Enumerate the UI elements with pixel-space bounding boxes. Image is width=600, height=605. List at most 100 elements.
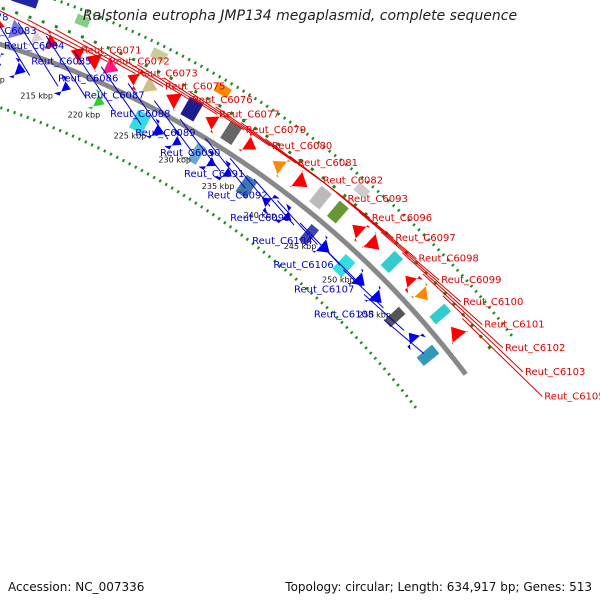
plasmid-backbone bbox=[0, 41, 468, 376]
reverse-gene-label: Reut_C6075 bbox=[165, 81, 225, 92]
reverse-gene-label: Reut_C6082 bbox=[323, 176, 383, 187]
forward-label-line bbox=[363, 294, 405, 331]
cog-box-4 bbox=[213, 81, 232, 99]
forward-gene-label: Reut_C6078 bbox=[0, 12, 8, 23]
reverse-gene-label: Reut_C6096 bbox=[372, 213, 432, 224]
gene-forward-14 bbox=[238, 132, 257, 152]
accession-text: Accession: NC_007336 bbox=[8, 580, 145, 594]
reverse-gene-label: Reut_C6093 bbox=[348, 194, 408, 205]
reverse-label-line bbox=[422, 273, 504, 349]
reverse-label-line bbox=[82, 39, 164, 87]
tick-label: 235 kbp bbox=[202, 182, 235, 191]
gene-labels: Reut_C6069Reut_C6070Reut_C6074Reut_C6078… bbox=[0, 10, 600, 403]
gene-reverse-16 bbox=[312, 235, 330, 253]
tick-label: 255 kbp bbox=[358, 311, 391, 320]
reverse-label-line bbox=[27, 19, 108, 63]
cog-feature-boxes bbox=[11, 0, 371, 199]
gene-reverse-4 bbox=[53, 74, 71, 96]
reverse-gene-label: Reut_C6097 bbox=[395, 233, 455, 244]
reverse-label-line bbox=[380, 231, 462, 303]
gene-reverse-13 bbox=[262, 194, 280, 215]
forward-gene-label: Reut_C6092 bbox=[207, 191, 267, 202]
gene-forward-16 bbox=[289, 169, 308, 188]
reverse-gene-label: Reut_C6103 bbox=[525, 367, 585, 378]
forward-label-line bbox=[100, 66, 142, 125]
forward-label-line bbox=[343, 269, 384, 309]
inner-dotted-ring bbox=[0, 105, 419, 412]
gene-forward-13 bbox=[220, 120, 243, 145]
tick-label: 215 kbp bbox=[20, 92, 53, 101]
tick-label: 245 kbp bbox=[284, 242, 317, 251]
reverse-gene-label: Reut_C6079 bbox=[246, 125, 306, 136]
gene-reverse-21 bbox=[407, 332, 426, 351]
forward-gene-label: Reut_C6083 bbox=[0, 26, 37, 37]
reverse-label-line bbox=[401, 252, 483, 326]
reverse-gene-label: Reut_C6102 bbox=[505, 343, 565, 354]
reverse-label-line bbox=[0, 10, 80, 51]
gene-forward-2 bbox=[7, 19, 26, 39]
forward-label-line bbox=[277, 200, 318, 245]
reverse-label-line bbox=[110, 51, 191, 101]
gene-forward-20 bbox=[361, 232, 380, 250]
gene-forward-1 bbox=[0, 21, 5, 29]
reverse-label-line bbox=[442, 295, 524, 373]
gene-forward-3 bbox=[25, 25, 43, 46]
forward-gene-label: Reut_C6106 bbox=[273, 260, 333, 271]
reverse-label-line bbox=[215, 106, 296, 164]
forward-label-line bbox=[321, 245, 363, 287]
gene-reverse-3 bbox=[8, 57, 26, 79]
gene-forward-12 bbox=[205, 114, 224, 134]
gene-forward-7 bbox=[100, 55, 119, 75]
gene-forward-9 bbox=[139, 74, 158, 94]
forward-label-line bbox=[179, 118, 221, 172]
forward-label-line bbox=[383, 319, 425, 354]
forward-gene-label: Reut_C6095 bbox=[230, 213, 290, 224]
forward-label-line bbox=[204, 137, 246, 189]
gene-forward-15 bbox=[272, 159, 291, 178]
gene-forward-8 bbox=[127, 70, 146, 91]
reverse-label-line bbox=[336, 192, 417, 260]
gene-forward-21 bbox=[380, 250, 404, 274]
gene-forward-25 bbox=[451, 326, 469, 345]
gene-forward-22 bbox=[404, 275, 423, 294]
gene-reverse-19 bbox=[364, 285, 382, 304]
gene-reverse-2 bbox=[0, 53, 5, 58]
forward-gene-label: Reut_C6084 bbox=[4, 41, 64, 52]
forward-label-line bbox=[17, 22, 59, 87]
forward-label-line bbox=[127, 83, 169, 140]
gene-forward-5 bbox=[70, 45, 89, 66]
forward-gene-label: Reut_C6085 bbox=[31, 57, 91, 68]
reverse-label-line bbox=[55, 29, 136, 75]
reverse-label-line bbox=[461, 318, 543, 397]
forward-label-line bbox=[153, 100, 195, 155]
reverse-label-line bbox=[189, 91, 271, 147]
gene-reverse-6 bbox=[129, 109, 152, 135]
cog-box-3 bbox=[149, 47, 169, 64]
reverse-gene-label: Reut_C6105 bbox=[544, 392, 600, 403]
forward-label-line bbox=[253, 178, 295, 226]
tick-label: 230 kbp bbox=[158, 156, 191, 165]
reverse-gene-label: Reut_C6071 bbox=[81, 46, 141, 57]
forward-gene-label: Reut_C6107 bbox=[294, 284, 354, 295]
forward-label-line bbox=[73, 50, 115, 112]
cog-box-1 bbox=[11, 0, 39, 9]
cog-box-2 bbox=[74, 13, 91, 29]
reverse-label-line bbox=[163, 77, 245, 131]
forward-gene-label: Reut_C6108 bbox=[314, 310, 374, 321]
gene-reverse-18 bbox=[347, 268, 365, 286]
gene-reverse-5 bbox=[87, 89, 105, 110]
gene-reverse-14 bbox=[273, 203, 292, 224]
gene-reverse-8 bbox=[164, 128, 182, 150]
gene-forward-17 bbox=[309, 185, 333, 210]
forward-gene-label: Reut_C6089 bbox=[135, 128, 195, 139]
forward-gene-label: Reut_C6087 bbox=[84, 91, 144, 102]
map-title: Ralstonia eutropha JMP134 megaplasmid, c… bbox=[82, 8, 518, 24]
gene-forward-18 bbox=[326, 200, 349, 224]
gene-reverse-17 bbox=[332, 253, 356, 278]
gene-forward-11 bbox=[180, 96, 204, 122]
reverse-gene-label: Reut_C6099 bbox=[441, 275, 501, 286]
gene-reverse-12 bbox=[235, 174, 258, 199]
forward-gene-label: Reut_C6090 bbox=[160, 148, 220, 159]
